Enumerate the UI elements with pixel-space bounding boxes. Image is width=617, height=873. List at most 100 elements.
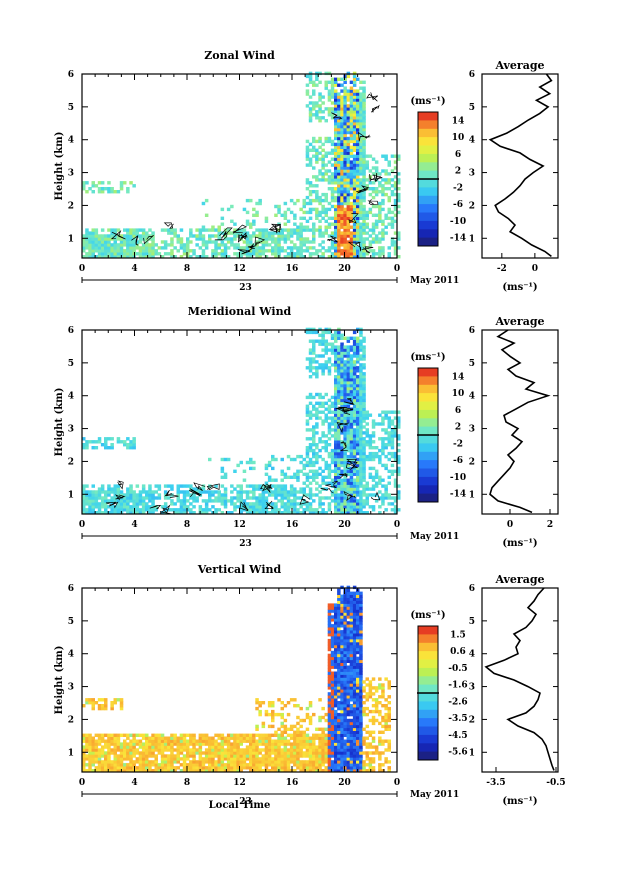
heatmap-cell xyxy=(264,255,269,259)
heatmap-cell xyxy=(340,333,344,337)
heatmap-cell xyxy=(334,181,338,185)
heatmap-cell xyxy=(305,330,310,335)
heatmap-cell xyxy=(359,378,363,382)
heatmap-cell xyxy=(258,760,262,764)
heatmap-cell xyxy=(198,234,203,238)
heatmap-cell xyxy=(359,139,363,144)
heatmap-cell xyxy=(334,357,338,361)
heatmap-cell xyxy=(100,246,105,250)
heatmap-cell xyxy=(271,454,275,459)
heatmap-cell xyxy=(352,216,357,220)
heatmap-cell xyxy=(116,763,121,767)
heatmap-cell xyxy=(94,502,99,506)
contour-line xyxy=(237,248,252,255)
heatmap-cell xyxy=(129,496,133,500)
heatmap-cell xyxy=(151,255,155,259)
heatmap-cell xyxy=(195,499,199,503)
heatmap-cell xyxy=(393,469,398,473)
heatmap-cell xyxy=(340,656,344,661)
heatmap-cell xyxy=(330,110,335,114)
heatmap-cell xyxy=(315,207,319,212)
heatmap-cell xyxy=(302,718,306,723)
heatmap-cell xyxy=(249,748,253,752)
heatmap-cell xyxy=(189,742,193,746)
heatmap-cell xyxy=(340,644,344,649)
heatmap-cell xyxy=(340,119,344,123)
heatmap-cell xyxy=(277,204,281,209)
x-axis: 0 4 8 12 16 20 0 xyxy=(79,74,400,274)
heatmap-cell xyxy=(359,457,363,462)
heatmap-cell xyxy=(346,110,351,114)
heatmap-cell xyxy=(321,769,325,773)
heatmap-cell xyxy=(167,742,171,746)
heatmap-cell xyxy=(138,499,143,503)
heatmap-cell xyxy=(315,83,319,87)
heatmap-cell xyxy=(141,490,146,494)
heatmap-cell xyxy=(182,742,187,746)
heatmap-cell xyxy=(305,712,310,717)
heatmap-cell xyxy=(132,437,136,441)
heatmap-cell xyxy=(283,475,288,479)
heatmap-cell xyxy=(100,484,105,488)
heatmap-cell xyxy=(349,481,354,485)
heatmap-cell xyxy=(126,190,130,194)
contour-line xyxy=(299,494,310,505)
heatmap-cell xyxy=(88,745,92,749)
heatmap-cell xyxy=(371,457,376,462)
heatmap-cell xyxy=(334,689,338,693)
heatmap-cell xyxy=(359,502,363,506)
heatmap-cell xyxy=(252,733,256,737)
heatmap-cell xyxy=(349,431,354,435)
heatmap-cell xyxy=(343,683,347,687)
heatmap-cell xyxy=(280,502,284,506)
heatmap-cell xyxy=(220,207,225,212)
heatmap-cell xyxy=(352,163,357,167)
heatmap-cell xyxy=(337,695,341,699)
heatmap-cell xyxy=(324,225,328,229)
heatmap-cell xyxy=(362,225,366,229)
heatmap-cell xyxy=(356,222,360,226)
heatmap-cell xyxy=(119,184,124,188)
heatmap-cell xyxy=(315,354,319,358)
heatmap-cell xyxy=(195,766,199,770)
heatmap-cell xyxy=(334,466,338,471)
heatmap-cell xyxy=(352,493,357,497)
heatmap-cell xyxy=(330,739,335,743)
heatmap-cell xyxy=(113,252,117,256)
heatmap-cell xyxy=(337,127,341,132)
heatmap-cell xyxy=(88,255,92,259)
heatmap-cell xyxy=(327,647,332,652)
heatmap-cell xyxy=(151,742,155,746)
contour-line xyxy=(110,230,126,240)
heatmap-cell xyxy=(343,410,347,414)
heatmap-cell xyxy=(220,475,225,479)
heatmap-cell xyxy=(340,638,344,643)
heatmap-cell xyxy=(308,207,313,212)
heatmap-cell xyxy=(154,490,158,494)
heatmap-cell xyxy=(327,496,332,500)
heatmap-cell xyxy=(356,446,360,450)
heatmap-cell xyxy=(116,243,121,247)
heatmap-cell xyxy=(359,469,363,473)
heatmap-cell xyxy=(349,357,354,361)
heatmap-cell xyxy=(179,748,184,752)
heatmap-cell xyxy=(296,745,300,749)
average-y-tick-label: 5 xyxy=(469,359,475,369)
heatmap-cell xyxy=(308,481,313,485)
heatmap-cell xyxy=(305,446,310,450)
heatmap-cell xyxy=(305,228,310,232)
heatmap-cell xyxy=(182,757,187,761)
heatmap-cell xyxy=(249,234,253,238)
heatmap-cell xyxy=(340,748,344,752)
heatmap-cell xyxy=(277,240,281,244)
heatmap-cell xyxy=(97,769,102,773)
heatmap-cell xyxy=(119,490,124,494)
heatmap-cell xyxy=(94,499,99,503)
heatmap-cell xyxy=(340,668,344,672)
heatmap-cell xyxy=(352,330,357,335)
heatmap-cell xyxy=(286,739,291,743)
heatmap-cell xyxy=(318,437,322,441)
heatmap-cell xyxy=(280,760,284,764)
heatmap-cell xyxy=(334,659,338,663)
heatmap-cell xyxy=(346,606,351,610)
